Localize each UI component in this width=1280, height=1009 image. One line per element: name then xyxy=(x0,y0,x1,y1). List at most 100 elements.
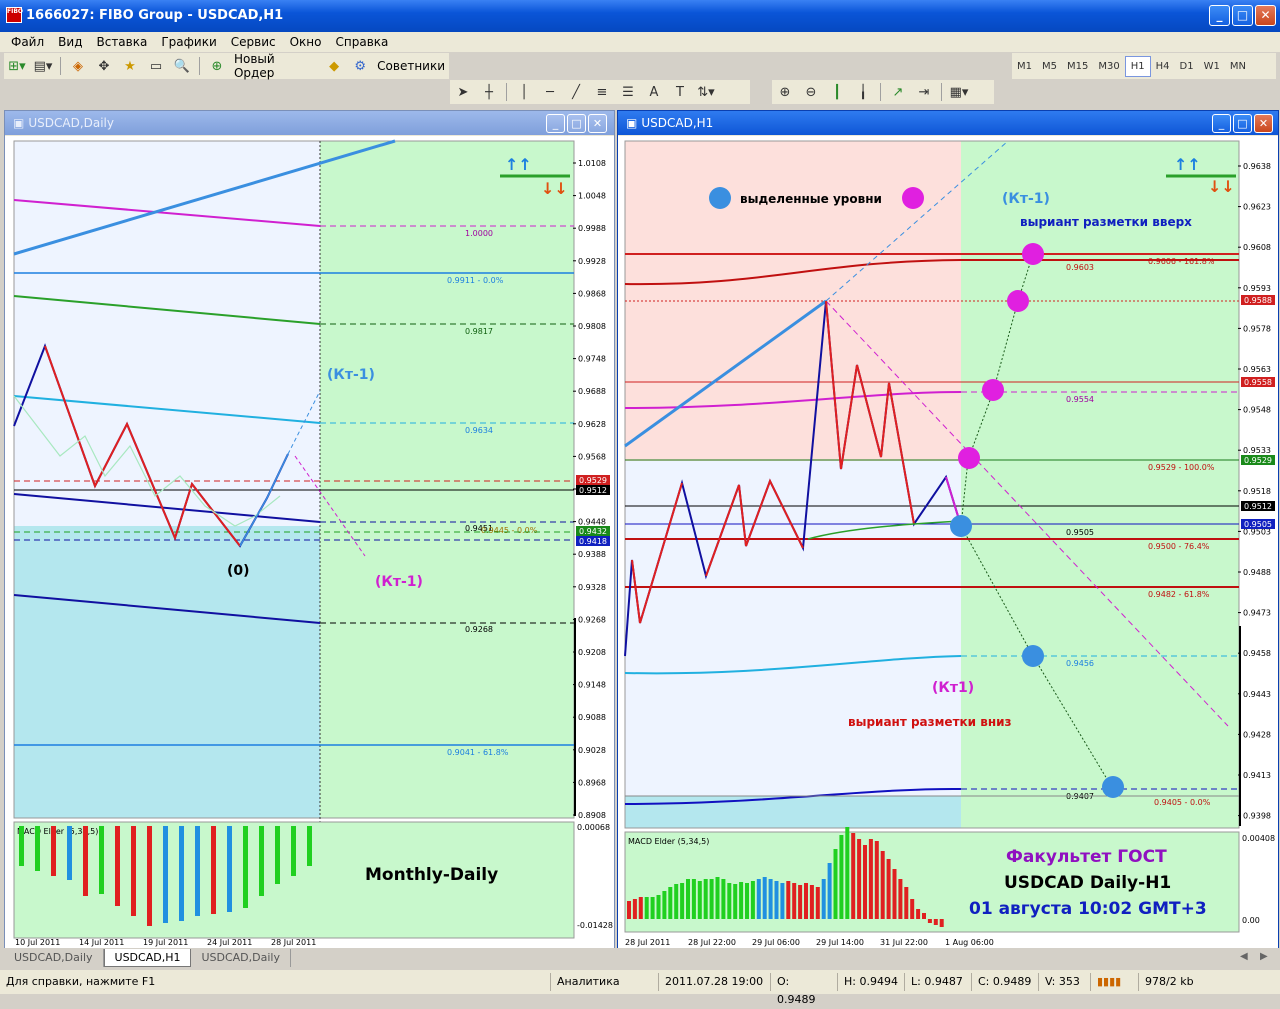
tf-m15[interactable]: M15 xyxy=(1067,60,1089,72)
macd-label: MACD Elder (5,34,5) xyxy=(17,827,98,836)
tester-icon[interactable]: 🔍 xyxy=(173,58,191,74)
profiles-icon[interactable]: ▤▾ xyxy=(33,58,53,74)
close-button[interactable]: ✕ xyxy=(1255,5,1276,26)
macd-bar xyxy=(307,826,312,866)
new-chart-icon[interactable]: ⊞▾ xyxy=(8,58,26,74)
price-tick-label: 0.9578 xyxy=(1243,324,1271,333)
terminal-icon[interactable]: ▭ xyxy=(149,58,163,74)
level-marker xyxy=(958,447,980,469)
macd-bar xyxy=(709,879,714,919)
maximize-button[interactable]: □ xyxy=(1232,5,1253,26)
price-box-label: 0.9512 xyxy=(579,486,607,495)
tf-m1[interactable]: M1 xyxy=(1017,60,1032,72)
navigator-icon[interactable]: ★ xyxy=(124,58,136,74)
tab-usdcad-daily-2[interactable]: USDCAD,Daily xyxy=(191,949,291,967)
market-watch-icon[interactable]: ◈ xyxy=(72,58,83,74)
price-box xyxy=(1241,377,1275,387)
vertical-line-icon[interactable]: │ xyxy=(520,84,528,100)
level-label: 0.9817 xyxy=(465,327,493,336)
channel-icon[interactable]: ≡ xyxy=(596,84,608,100)
text-tool-icon[interactable]: A xyxy=(649,84,659,100)
advisors-button[interactable]: Советники xyxy=(377,59,446,73)
crosshair-icon[interactable]: ┼ xyxy=(485,84,493,100)
macd-bar xyxy=(804,883,808,919)
metaeditor-icon[interactable]: ◆ xyxy=(329,58,340,74)
macd-scale-bottom: -0.01428 xyxy=(577,921,613,930)
horizontal-line-icon[interactable]: ─ xyxy=(546,84,554,100)
child-minimize-button[interactable]: _ xyxy=(546,114,565,133)
tab-scroll-left-icon[interactable]: ◀ xyxy=(1240,951,1248,962)
macd-bar xyxy=(680,883,685,919)
standard-toolbar: ⊞▾ ▤▾ ◈ ✥ ★ ▭ 🔍 ⊕ Новый Ордер ◆ ⚙ Советн… xyxy=(4,52,449,80)
price-tick-label: 0.9488 xyxy=(1243,568,1271,577)
h1-chart-area[interactable]: 0.9603 0.9606 - 161.8% 0.9554 0.9529 - 1… xyxy=(618,136,1278,948)
price-tick-label: 0.9443 xyxy=(1243,690,1271,699)
macd-bar xyxy=(904,887,909,919)
price-box-label: 0.9558 xyxy=(1244,378,1272,387)
menu-file[interactable]: Файл xyxy=(11,35,45,49)
cursor-icon[interactable]: ➤ xyxy=(457,84,469,100)
text-label-icon[interactable]: T xyxy=(676,84,684,100)
child-close-button[interactable]: ✕ xyxy=(588,114,607,133)
menu-view[interactable]: Вид xyxy=(58,35,83,49)
new-order-button[interactable]: Новый Ордер xyxy=(233,52,275,80)
bar-chart-icon[interactable]: ┃ xyxy=(833,84,841,100)
child-minimize-button[interactable]: _ xyxy=(1212,114,1231,133)
menu-window[interactable]: Окно xyxy=(289,35,322,49)
macd-bar xyxy=(886,859,891,919)
macd-bar xyxy=(650,897,655,919)
menu-tools[interactable]: Сервис xyxy=(230,35,276,49)
trendline-icon[interactable]: ╱ xyxy=(572,84,580,100)
tf-h1[interactable]: H1 xyxy=(1124,55,1151,77)
macd-bar xyxy=(739,882,744,919)
price-box xyxy=(576,526,610,536)
level-label: 0.9456 xyxy=(1066,659,1094,668)
tf-m5[interactable]: M5 xyxy=(1042,60,1057,72)
down-variant-text: выриант разметки вниз xyxy=(848,715,1012,729)
minimize-button[interactable]: _ xyxy=(1209,5,1230,26)
price-tick-label: 0.9458 xyxy=(1243,649,1271,658)
menu-charts[interactable]: Графики xyxy=(161,35,217,49)
level-marker xyxy=(1102,776,1124,798)
line-studies-toolbar: ➤ ┼ │ ─ ╱ ≡ ☰ A T ⇅▾ xyxy=(450,80,750,104)
indicators-icon[interactable]: ▦▾ xyxy=(949,84,969,100)
tf-h4[interactable]: H4 xyxy=(1155,60,1170,72)
tf-m30[interactable]: M30 xyxy=(1098,60,1120,72)
menu-help[interactable]: Справка xyxy=(335,35,389,49)
fibo-icon[interactable]: ☰ xyxy=(622,84,634,100)
macd-bar xyxy=(19,826,24,866)
down-arrows-icon: ↓↓ xyxy=(1208,177,1235,196)
arrows-icon[interactable]: ⇅▾ xyxy=(697,84,715,100)
timeframes-toolbar: M1 M5 M15 M30 H1 H4 D1 W1 MN xyxy=(1012,53,1276,79)
child-maximize-button[interactable]: □ xyxy=(1233,114,1252,133)
tab-usdcad-daily[interactable]: USDCAD,Daily xyxy=(4,949,104,967)
child-close-button[interactable]: ✕ xyxy=(1254,114,1273,133)
line-chart-icon[interactable]: ↗ xyxy=(892,84,904,100)
zoom-out-icon[interactable]: ⊖ xyxy=(805,84,817,100)
tf-mn[interactable]: MN xyxy=(1229,60,1246,72)
price-box-label: 0.9529 xyxy=(1244,456,1272,465)
advisors-icon[interactable]: ⚙ xyxy=(354,58,366,74)
menu-insert[interactable]: Вставка xyxy=(96,35,148,49)
tab-usdcad-h1[interactable]: USDCAD,H1 xyxy=(103,949,192,967)
candles-icon[interactable]: ╽ xyxy=(859,84,867,100)
child-maximize-button[interactable]: □ xyxy=(567,114,586,133)
zoom-in-icon[interactable]: ⊕ xyxy=(779,84,791,100)
new-order-icon[interactable]: ⊕ xyxy=(211,58,223,74)
price-tick-label: 0.9593 xyxy=(1243,284,1271,293)
tf-d1[interactable]: D1 xyxy=(1179,60,1194,72)
daily-chart-area[interactable]: 1.0000 0.9911 - 0.0% 0.9817 0.9634 0.945… xyxy=(5,136,614,948)
level-marker xyxy=(1007,290,1029,312)
macd-bar xyxy=(768,879,773,919)
macd-histogram xyxy=(627,827,944,927)
macd-bar xyxy=(745,883,749,919)
price-box xyxy=(1241,455,1275,465)
tab-scroll-right-icon[interactable]: ▶ xyxy=(1260,951,1268,962)
price-tick-label: 0.9688 xyxy=(578,387,606,396)
macd-bar xyxy=(259,826,264,896)
level-marker xyxy=(950,515,972,537)
tf-w1[interactable]: W1 xyxy=(1203,60,1220,72)
autoscroll-icon[interactable]: ⇥ xyxy=(918,84,930,100)
data-window-icon[interactable]: ✥ xyxy=(98,58,110,74)
macd-bar xyxy=(662,891,667,919)
